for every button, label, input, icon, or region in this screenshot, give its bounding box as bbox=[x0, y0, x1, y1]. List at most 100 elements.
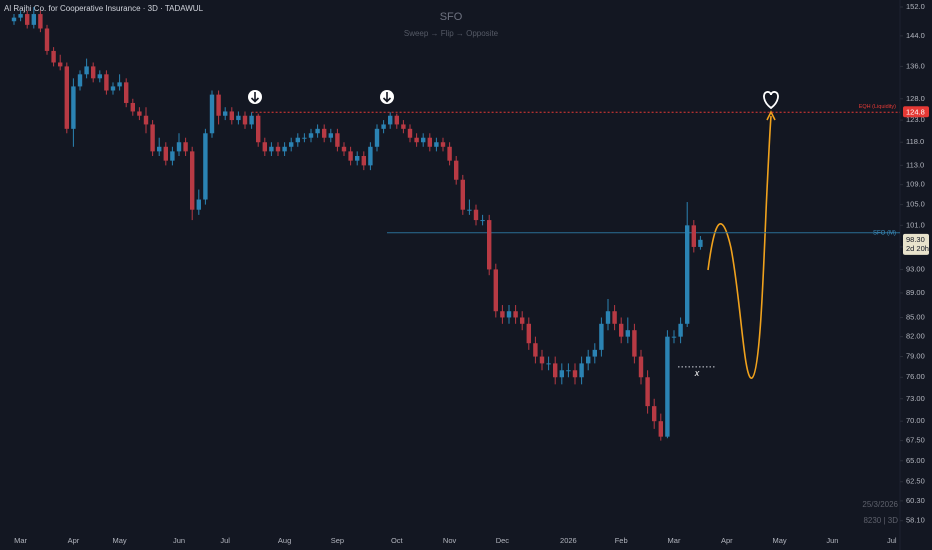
candle-body bbox=[685, 225, 690, 324]
y-tick-label: 58.10 bbox=[906, 516, 925, 525]
footer-date: 25/3/2026 bbox=[862, 500, 898, 509]
candle-body bbox=[612, 311, 617, 324]
candle-body bbox=[203, 133, 208, 200]
candle-body bbox=[71, 86, 76, 129]
candle-body bbox=[493, 269, 498, 312]
candle-body bbox=[282, 146, 287, 152]
candle-body bbox=[652, 406, 657, 422]
y-tick-label: 76.00 bbox=[906, 372, 925, 381]
candle-body bbox=[506, 311, 512, 318]
y-tick-label: 123.0 bbox=[906, 115, 925, 124]
candle-body bbox=[407, 128, 413, 138]
candle-body bbox=[665, 336, 670, 437]
last-price-badge bbox=[903, 233, 929, 255]
x-tick-label: Mar bbox=[668, 536, 681, 545]
y-tick-label: 85.00 bbox=[906, 312, 925, 321]
candle-body bbox=[559, 370, 564, 378]
candle-body bbox=[480, 220, 485, 222]
candle-body bbox=[467, 209, 472, 211]
candle-body bbox=[671, 336, 677, 338]
y-tick-label: 89.00 bbox=[906, 288, 925, 297]
candle-body bbox=[447, 146, 452, 161]
candle-body bbox=[619, 323, 624, 337]
candle-body bbox=[645, 377, 650, 407]
sweep-arrow bbox=[380, 90, 394, 104]
y-tick-label: 128.0 bbox=[906, 94, 925, 103]
x-tick-label: 2026 bbox=[560, 536, 577, 545]
x-tick-label: Dec bbox=[496, 536, 510, 545]
candle-body bbox=[698, 239, 703, 247]
candle-body bbox=[229, 111, 234, 121]
candle-body bbox=[361, 155, 366, 166]
candle-body bbox=[11, 17, 17, 22]
candle-body bbox=[520, 317, 525, 324]
candle-body bbox=[38, 14, 43, 29]
sweep-label: x bbox=[694, 368, 700, 378]
x-tick-label: Jun bbox=[826, 536, 838, 545]
y-tick-label: 62.50 bbox=[906, 477, 925, 486]
candle-body bbox=[275, 146, 281, 152]
candle-body bbox=[539, 356, 545, 364]
candle-body bbox=[236, 115, 241, 121]
candle-body bbox=[348, 151, 353, 161]
y-tick-label: 65.00 bbox=[906, 456, 925, 465]
y-tick-label: 136.0 bbox=[906, 61, 925, 70]
candle-body bbox=[124, 82, 129, 103]
candle-body bbox=[579, 363, 584, 378]
candle-body bbox=[44, 28, 50, 51]
candle-body bbox=[84, 66, 89, 75]
y-tick-label: 101.0 bbox=[906, 220, 925, 229]
candle-body bbox=[421, 137, 426, 143]
candle-body bbox=[249, 115, 254, 125]
candle-body bbox=[117, 82, 122, 87]
y-tick-label: 82.00 bbox=[906, 332, 925, 341]
chart-subtitle: Sweep → Flip → Opposite bbox=[404, 29, 499, 38]
candle-body bbox=[183, 142, 188, 152]
candle-body bbox=[625, 330, 630, 337]
candle-body bbox=[91, 66, 96, 79]
candle-body bbox=[143, 115, 149, 125]
x-tick-label: Nov bbox=[443, 536, 457, 545]
y-tick-label: 113.0 bbox=[906, 160, 924, 169]
sfo-label: SFO (M) bbox=[873, 230, 896, 236]
candle-body bbox=[302, 137, 307, 139]
candle-body bbox=[18, 14, 23, 18]
candle-body bbox=[341, 146, 347, 152]
sweep-arrow bbox=[248, 90, 262, 104]
candle-body bbox=[553, 363, 558, 378]
candle-body bbox=[104, 74, 109, 91]
candle-body bbox=[605, 311, 611, 324]
candle-body bbox=[500, 311, 505, 318]
target-heart bbox=[763, 91, 779, 110]
candle-body bbox=[289, 142, 294, 147]
candle-body bbox=[308, 133, 314, 138]
candle-body bbox=[487, 220, 492, 270]
x-tick-label: May bbox=[113, 536, 127, 545]
projection-path bbox=[707, 115, 772, 379]
y-tick-label: 144.0 bbox=[906, 31, 925, 40]
x-tick-label: Jul bbox=[220, 536, 230, 545]
candle-body bbox=[394, 115, 399, 125]
candle-body bbox=[322, 128, 327, 138]
x-tick-label: Feb bbox=[615, 536, 628, 545]
candle-body bbox=[388, 115, 393, 125]
candle-body bbox=[196, 199, 201, 210]
x-tick-label: Jul bbox=[887, 536, 897, 545]
candle-body bbox=[592, 349, 597, 357]
y-tick-label: 105.0 bbox=[906, 200, 925, 209]
candle-body bbox=[440, 142, 446, 147]
y-tick-label: 79.00 bbox=[906, 352, 925, 361]
candle-body bbox=[295, 137, 300, 143]
candle-body bbox=[599, 323, 604, 350]
candle-body bbox=[335, 133, 340, 147]
chart-title: SFO bbox=[440, 11, 463, 23]
candle-body bbox=[454, 160, 459, 180]
candle-body bbox=[256, 115, 261, 143]
candle-body bbox=[368, 146, 373, 166]
candle-body bbox=[473, 209, 479, 221]
x-tick-label: Mar bbox=[14, 536, 27, 545]
candle-body bbox=[460, 179, 465, 210]
x-tick-label: May bbox=[773, 536, 787, 545]
y-tick-label: 152.0 bbox=[906, 2, 925, 11]
